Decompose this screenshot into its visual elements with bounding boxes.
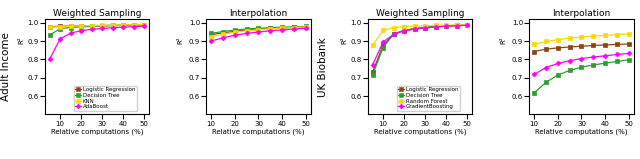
Title: Weighted Sampling: Weighted Sampling (376, 9, 464, 18)
Y-axis label: R²: R² (500, 36, 506, 44)
Y-axis label: R²: R² (18, 36, 24, 44)
Title: Interpolation: Interpolation (229, 9, 287, 18)
X-axis label: Relative computations (%): Relative computations (%) (51, 128, 143, 135)
Y-axis label: R²: R² (177, 36, 184, 44)
X-axis label: Relative computations (%): Relative computations (%) (374, 128, 466, 135)
Title: Weighted Sampling: Weighted Sampling (52, 9, 141, 18)
Y-axis label: R²: R² (341, 36, 347, 44)
X-axis label: Relative computations (%): Relative computations (%) (535, 128, 628, 135)
Text: UK Biobank: UK Biobank (318, 37, 328, 97)
X-axis label: Relative computations (%): Relative computations (%) (212, 128, 305, 135)
Legend: Logistic Regression, Decision Tree, KNN, AdaBoost: Logistic Regression, Decision Tree, KNN,… (74, 86, 137, 111)
Legend: Logistic Regression, Decision Tree, Random Forest, GradientBoosting: Logistic Regression, Decision Tree, Rand… (397, 86, 460, 111)
Title: Interpolation: Interpolation (552, 9, 611, 18)
Text: Adult Income: Adult Income (1, 32, 12, 101)
